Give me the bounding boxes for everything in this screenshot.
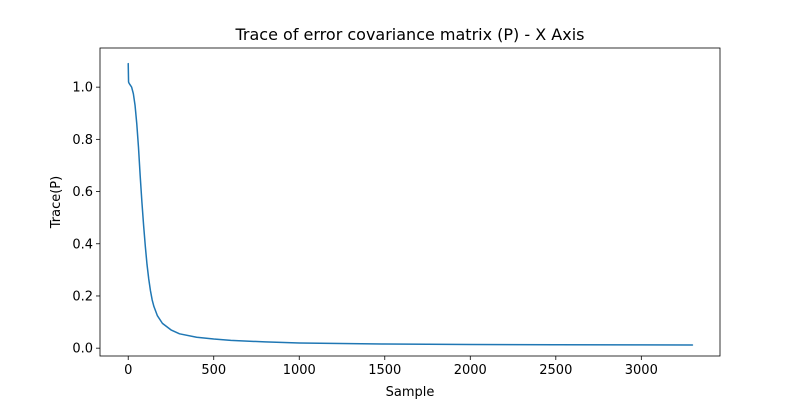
plot-frame [99,47,721,357]
y-tick-label: 0.4 [72,237,93,252]
series-line [127,62,694,346]
y-axis-label: Trace(P) [49,176,64,229]
y-tick-label: 0.6 [72,185,93,200]
x-tick-label: 500 [201,363,226,378]
y-tick-label: 0.0 [72,342,93,357]
x-axis-ticks: 0 500 1000 1500 2000 2500 3000 [124,356,658,378]
x-axis-label: Sample [386,385,435,400]
x-tick-label: 2000 [454,363,487,378]
chart-title: Trace of error covariance matrix (P) - X… [235,25,585,44]
y-tick-label: 0.8 [72,133,93,148]
x-tick-label: 0 [124,363,132,378]
x-tick-label: 2500 [539,363,572,378]
y-axis-ticks: 0.0 0.2 0.4 0.6 0.8 1.0 [72,81,100,357]
x-tick-label: 1000 [283,363,316,378]
plot-area [100,48,720,356]
y-tick-label: 0.2 [72,289,93,304]
y-tick-label: 1.0 [72,81,93,96]
x-tick-label: 1500 [368,363,401,378]
x-tick-label: 3000 [625,363,658,378]
